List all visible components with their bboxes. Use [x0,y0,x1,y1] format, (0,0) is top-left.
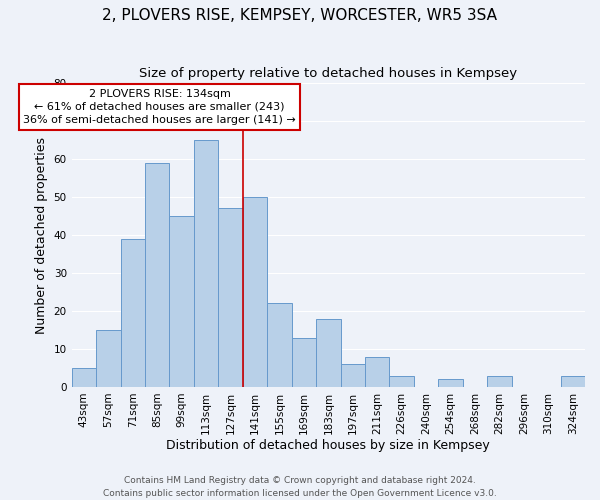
Bar [292,338,316,387]
Bar [218,208,243,387]
Bar [560,376,585,387]
Bar [145,163,169,387]
Y-axis label: Number of detached properties: Number of detached properties [35,136,48,334]
Bar [365,356,389,387]
Bar [316,318,341,387]
Bar [96,330,121,387]
Bar [439,380,463,387]
Bar [169,216,194,387]
Bar [71,368,96,387]
Text: 2, PLOVERS RISE, KEMPSEY, WORCESTER, WR5 3SA: 2, PLOVERS RISE, KEMPSEY, WORCESTER, WR5… [103,8,497,22]
X-axis label: Distribution of detached houses by size in Kempsey: Distribution of detached houses by size … [166,440,490,452]
Bar [389,376,414,387]
Text: 2 PLOVERS RISE: 134sqm
← 61% of detached houses are smaller (243)
36% of semi-de: 2 PLOVERS RISE: 134sqm ← 61% of detached… [23,89,296,125]
Bar [121,239,145,387]
Bar [487,376,512,387]
Bar [194,140,218,387]
Title: Size of property relative to detached houses in Kempsey: Size of property relative to detached ho… [139,68,517,80]
Bar [341,364,365,387]
Bar [267,304,292,387]
Text: Contains HM Land Registry data © Crown copyright and database right 2024.
Contai: Contains HM Land Registry data © Crown c… [103,476,497,498]
Bar [243,197,267,387]
